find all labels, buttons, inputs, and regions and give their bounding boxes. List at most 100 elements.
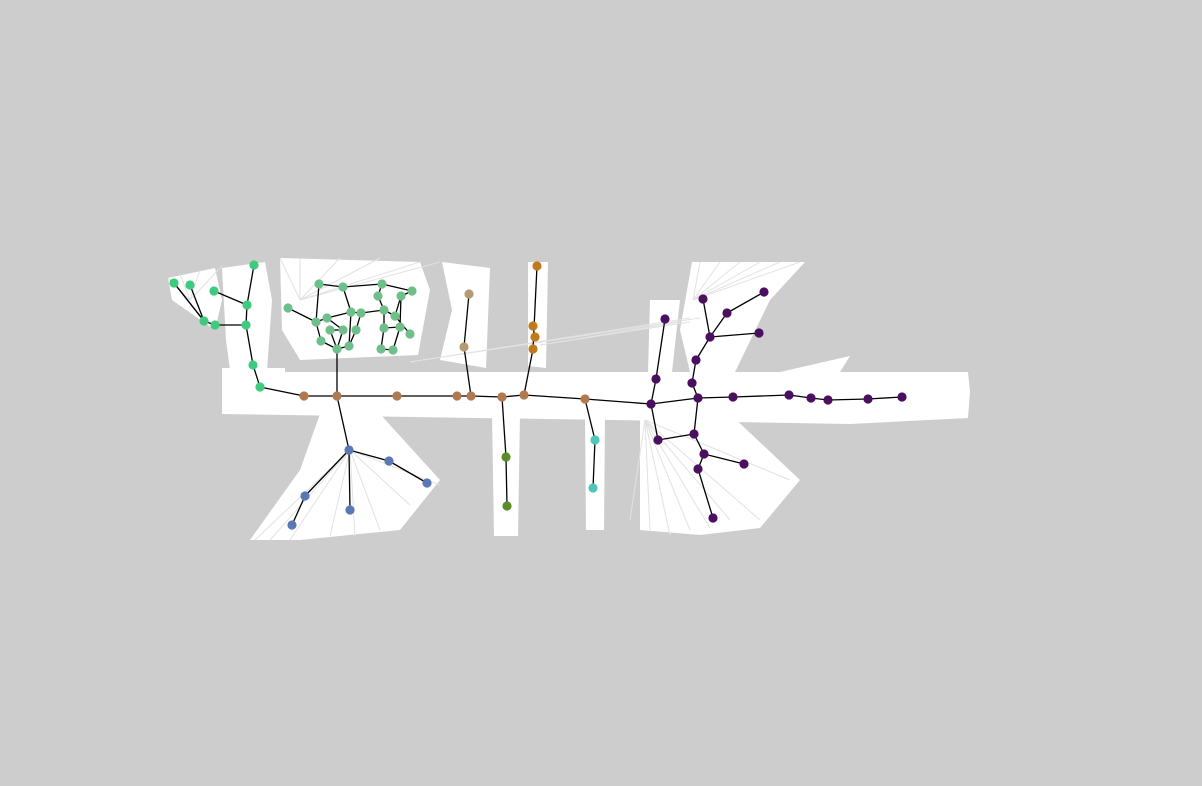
graph-nodes: [169, 260, 907, 530]
graph-edge-s4-s5: [381, 283, 413, 292]
sensor-ray-4-3: [189, 265, 223, 301]
graph-node-u2: [384, 456, 394, 466]
graph-node-b8: [580, 394, 590, 404]
graph-node-b4: [452, 391, 462, 401]
graph-node-b7: [519, 390, 529, 400]
sensor-ray-1-1: [644, 419, 651, 531]
graph-node-s5: [407, 286, 417, 296]
graph-node-s19: [332, 344, 342, 354]
graph-node-g7: [242, 300, 252, 310]
graph-node-g6: [249, 260, 259, 270]
graph-node-p15: [806, 393, 816, 403]
graph-node-u4: [300, 491, 310, 501]
graph-node-s22: [388, 345, 398, 355]
graph-node-g4: [199, 316, 209, 326]
graph-edge-u1-u4: [304, 449, 350, 497]
graph-node-p6: [687, 378, 697, 388]
graph-node-g1: [169, 278, 179, 288]
graph-node-o2: [502, 501, 512, 511]
sensor-ray-1-6: [644, 419, 761, 521]
graph-edge-g10-b1: [259, 386, 305, 397]
graph-edge-s1-s8: [287, 307, 317, 323]
graph-node-a1: [532, 261, 542, 271]
graph-node-s4: [377, 279, 387, 289]
sensor-ray-1-2: [644, 419, 671, 536]
graph-node-g5: [210, 320, 220, 330]
graph-node-p3: [660, 314, 670, 324]
graph-node-p10: [722, 308, 732, 318]
graph-node-p2: [651, 374, 661, 384]
sensor-ray-3-4: [299, 261, 421, 301]
graph-node-s21: [376, 344, 386, 354]
graph-node-p5: [693, 393, 703, 403]
graph-node-s2: [314, 279, 324, 289]
graph-node-s1: [283, 303, 293, 313]
sensor-ray-0-4: [692, 261, 781, 301]
graph-edge-g6-g7: [246, 264, 255, 306]
graph-edge-g2-g4: [189, 284, 205, 322]
graph-node-s10: [346, 307, 356, 317]
graph-node-g8: [241, 320, 251, 330]
graph-node-u3: [422, 478, 432, 488]
sensor-ray-6-1: [539, 321, 691, 346]
graph-node-p13: [728, 392, 738, 402]
graph-edge-t1-t2: [463, 293, 470, 348]
graph-edge-g3-g7: [213, 290, 248, 306]
graph-node-p9: [698, 294, 708, 304]
graph-edge-a4-b7: [523, 348, 534, 396]
graph-node-t1: [464, 289, 474, 299]
graph-node-s11: [356, 308, 366, 318]
graph-edge-p8-p12: [709, 332, 760, 338]
graph-node-g2: [185, 280, 195, 290]
graph-node-p21: [739, 459, 749, 469]
graph-node-b2: [332, 391, 342, 401]
graph-node-p7: [691, 355, 701, 365]
graph-edge-p2-p3: [655, 318, 666, 380]
graph-edge-p13-p14: [732, 394, 790, 398]
graph-edge-u1-u2: [348, 449, 390, 462]
graph-edge-b8-p1: [584, 398, 652, 405]
sensor-ray-0-1: [692, 261, 721, 301]
graph-node-c1: [590, 435, 600, 445]
graph-node-s14: [338, 325, 348, 335]
graph-node-p17: [863, 394, 873, 404]
graph-edge-b5-b6: [470, 395, 503, 398]
sensor-ray-0-5: [692, 261, 801, 301]
graph-node-g3: [209, 286, 219, 296]
graph-node-p4: [653, 435, 663, 445]
graph-edge-s10-s20: [348, 311, 352, 347]
graph-node-s13: [390, 311, 400, 321]
sensor-ray-2-5: [349, 449, 381, 531]
graph-node-s23: [351, 325, 361, 335]
graph-node-s6: [373, 291, 383, 301]
graph-edge-p22-p23: [697, 468, 714, 519]
sensor-ray-3-3: [299, 257, 381, 301]
graph-edge-s3-s4: [342, 283, 383, 288]
graph-node-b6: [497, 392, 507, 402]
free-space-region-0: [222, 368, 970, 424]
graph-node-s24: [325, 325, 335, 335]
graph-edge-b6-o1: [501, 396, 507, 458]
graph-node-s20: [344, 341, 354, 351]
graph-edge-p17-p18: [867, 396, 903, 400]
graph-node-p8: [705, 332, 715, 342]
sensor-ray-1-7: [644, 419, 791, 481]
graph-node-p11: [759, 287, 769, 297]
graph-node-s8: [311, 317, 321, 327]
sensor-ray-2-3: [329, 449, 351, 537]
graph-edge-g8-g9: [245, 324, 254, 366]
graph-edge-p8-p9: [702, 298, 711, 338]
graph-node-p20: [699, 449, 709, 459]
graph-node-p14: [784, 390, 794, 400]
sensor-ray-3-2: [299, 257, 341, 301]
graph-node-t2: [459, 342, 469, 352]
graph-edge-p10-p11: [726, 291, 765, 314]
graph-node-s16: [395, 322, 405, 332]
graph-node-s7: [396, 291, 406, 301]
graph-edge-b8-c1: [584, 398, 596, 441]
graph-node-p22: [693, 464, 703, 474]
graph-edge-p8-p10: [709, 312, 728, 338]
graph-edge-o1-o2: [505, 456, 508, 507]
